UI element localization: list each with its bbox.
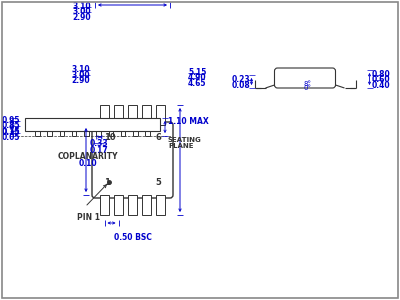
Text: 3.10: 3.10 [71,65,90,74]
Text: 4.65: 4.65 [188,79,206,88]
Bar [156,105,165,125]
Bar [142,105,151,125]
Text: 3.00: 3.00 [71,70,90,80]
Text: 0.50 BSC: 0.50 BSC [114,233,152,242]
Text: 0.85: 0.85 [1,122,20,130]
Text: 10: 10 [104,133,116,142]
Text: 0.10: 0.10 [78,159,97,168]
FancyBboxPatch shape [274,68,336,88]
Bar [100,105,109,125]
Text: 0.23: 0.23 [232,76,250,85]
Text: 0°: 0° [303,85,311,91]
Bar [114,105,123,125]
Text: 1: 1 [104,178,110,187]
Text: 2.90: 2.90 [71,76,90,85]
Text: SEATING: SEATING [168,137,202,143]
Text: 0.40: 0.40 [372,81,390,90]
Text: 1.10 MAX: 1.10 MAX [168,118,209,127]
Text: 0.33: 0.33 [89,139,108,148]
Bar [114,195,123,215]
Bar [142,195,151,215]
Text: 5: 5 [155,178,161,187]
Text: 5.15: 5.15 [188,68,206,77]
Bar [128,105,137,125]
Bar [156,195,165,215]
Text: 6: 6 [155,133,161,142]
Text: 0.80: 0.80 [372,70,390,79]
Text: 0.05: 0.05 [2,134,20,142]
Text: 0.08: 0.08 [232,82,250,91]
FancyBboxPatch shape [92,122,173,198]
Text: 0.17: 0.17 [89,146,108,155]
Text: 0.60: 0.60 [372,76,390,85]
Text: PLANE: PLANE [168,143,194,149]
Text: 3.10: 3.10 [72,2,91,11]
Text: COPLANARITY: COPLANARITY [57,152,118,161]
Bar [128,195,137,215]
Text: 0.95: 0.95 [2,116,20,125]
Text: 0.15: 0.15 [2,128,20,137]
Text: 2.90: 2.90 [72,13,91,22]
Text: 3.00: 3.00 [72,8,91,16]
Text: 4.90: 4.90 [188,74,207,82]
Bar [100,195,109,215]
Text: 8°: 8° [303,81,311,87]
Text: PIN 1: PIN 1 [77,213,100,222]
Bar [25,118,160,131]
Text: 0.75: 0.75 [1,127,20,136]
